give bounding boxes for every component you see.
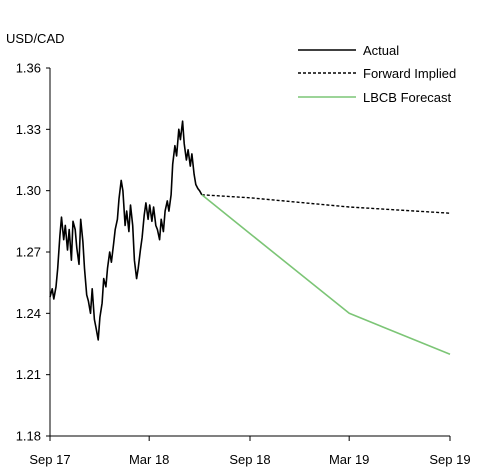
- x-tick-label: Sep 17: [29, 452, 70, 467]
- y-tick-label: 1.18: [16, 429, 41, 444]
- y-tick-label: 1.21: [16, 367, 41, 382]
- legend-label-actual: Actual: [363, 43, 399, 58]
- x-tick-label: Mar 19: [329, 452, 369, 467]
- y-tick-label: 1.30: [16, 183, 41, 198]
- x-tick-label: Sep 19: [429, 452, 470, 467]
- legend: Actual Forward Implied LBCB Forecast: [298, 43, 456, 105]
- axes: 1.18 1.21 1.24 1.27 1.30 1.33 1.36 Sep 17 Mar 18…: [16, 61, 471, 468]
- legend-label-lbcb-forecast: LBCB Forecast: [363, 90, 452, 105]
- y-tick-label: 1.33: [16, 122, 41, 137]
- series-layer: [49, 120, 451, 355]
- y-tick-label: 1.24: [16, 306, 41, 321]
- x-tick-label: Sep 18: [229, 452, 270, 467]
- series-line-lbcb-forecast: [201, 194, 451, 355]
- x-tick-label: Mar 18: [129, 452, 169, 467]
- series-line-forward-implied: [201, 194, 451, 214]
- y-tick-label: 1.36: [16, 61, 41, 76]
- series-line-actual: [49, 120, 203, 341]
- legend-label-forward-implied: Forward Implied: [363, 66, 456, 81]
- y-tick-label: 1.27: [16, 245, 41, 260]
- y-axis-title: USD/CAD: [6, 31, 65, 46]
